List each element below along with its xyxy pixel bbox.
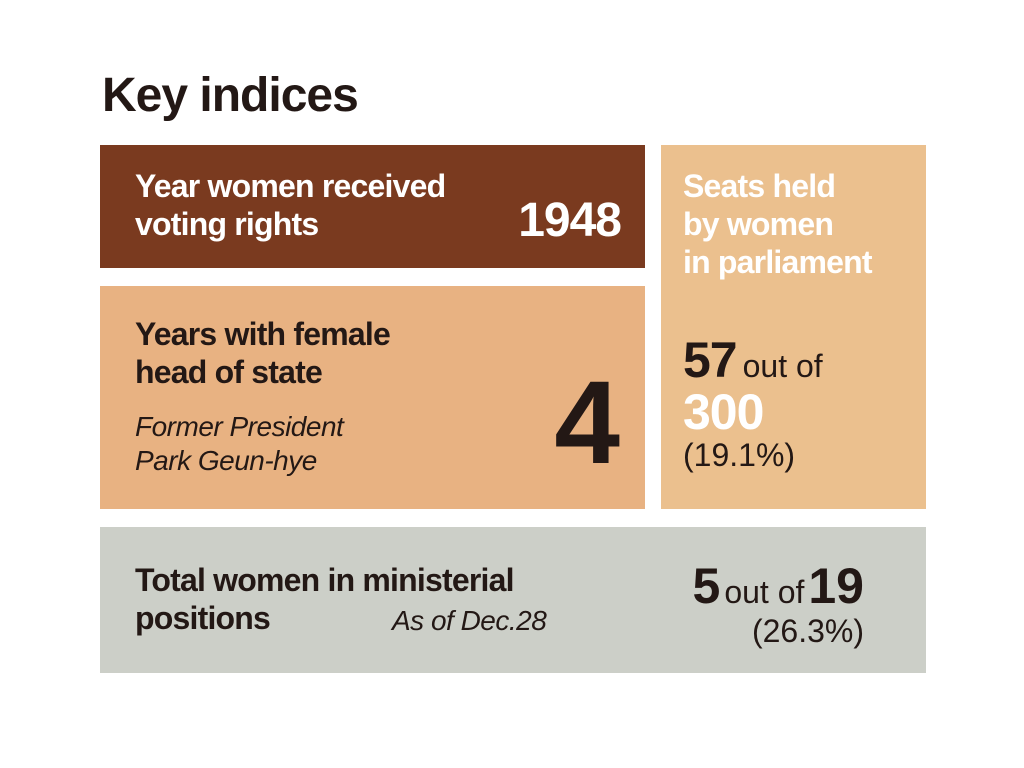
head-of-state-label: Years with female head of state: [135, 316, 391, 390]
parliament-seats-card: Seats held by women in parliament 57 out …: [661, 145, 926, 509]
ministerial-percent: (26.3%): [751, 613, 864, 649]
head-of-state-years: 4: [554, 357, 620, 489]
voting-rights-label: Year women received voting rights: [135, 168, 446, 242]
parliament-seats-held: 57: [683, 332, 738, 388]
ministerial-total: 19: [808, 558, 864, 614]
head-of-state-card: Years with female head of state Former P…: [100, 286, 645, 509]
head-of-state-note: Former President Park Geun-hye: [135, 411, 344, 476]
ministerial-held: 5: [692, 558, 721, 614]
page-title: Key indices: [102, 69, 359, 122]
ministerial-count-line: 5 out of19: [693, 557, 865, 615]
ministerial-card: Total women in ministerial positions As …: [100, 527, 926, 673]
voting-rights-card: Year women received voting rights 1948: [100, 145, 645, 268]
voting-rights-year: 1948: [518, 194, 622, 247]
parliament-seats-percent: (19.1%): [683, 437, 796, 473]
ministerial-out-of: out of: [724, 574, 805, 610]
parliament-out-of: out of: [742, 348, 823, 384]
parliament-seats-count-line: 57 out of: [683, 331, 823, 389]
parliament-seats-label: Seats held by women in parliament: [683, 168, 873, 280]
ministerial-as-of: As of Dec.28: [392, 605, 547, 636]
parliament-seats-total: 300: [683, 384, 764, 440]
ministerial-label: Total women in ministerial positions: [135, 562, 514, 636]
